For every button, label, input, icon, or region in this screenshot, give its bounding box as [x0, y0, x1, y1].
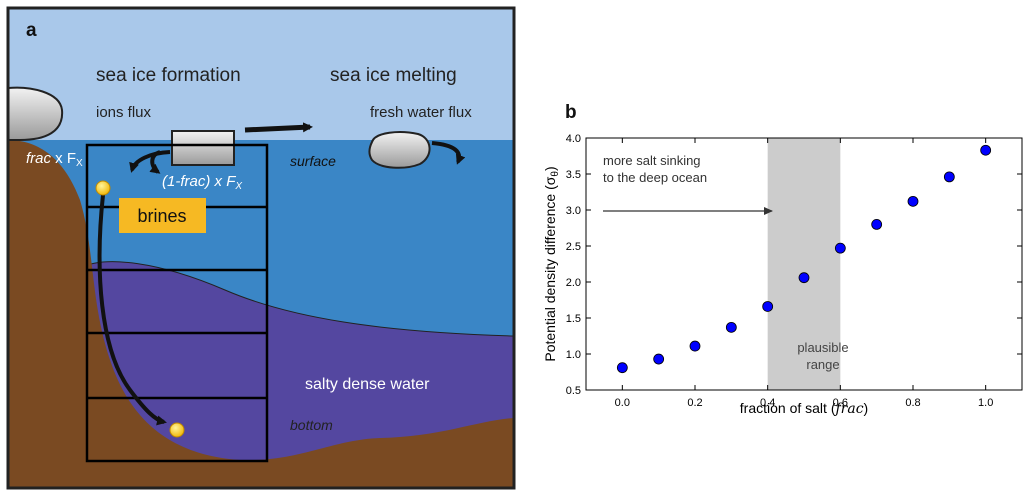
data-point	[980, 144, 992, 156]
x-tick-label: 1.0	[978, 397, 993, 409]
plausible-range-band	[767, 138, 841, 390]
x-tick-label: 0.6	[833, 397, 848, 409]
one-minus-frac-flux-label: (1-frac) x FX	[162, 173, 242, 192]
range-label-line1: plausible	[797, 340, 848, 355]
x-tick-label: 0.4	[760, 397, 775, 409]
bottom-label: bottom	[290, 417, 333, 433]
data-point	[725, 321, 737, 333]
panel-a-label: a	[26, 20, 37, 41]
salty-dense-water-label: salty dense water	[305, 376, 430, 393]
panel-b: b 0.0 0.2 0.4 0.6 0.8 1.0 0.5 1.0 1.5 2.0 2.5 3.0 3.…	[542, 102, 1023, 417]
data-point	[943, 171, 955, 183]
fresh-water-flux-label: fresh water flux	[370, 104, 472, 121]
panel-a: brines a sea ice formation sea ice melti…	[8, 8, 514, 488]
data-point	[834, 242, 846, 254]
data-point	[798, 272, 810, 284]
ions-flux-label: ions flux	[96, 104, 152, 121]
range-label-line2: range	[806, 357, 839, 372]
data-point	[871, 218, 883, 230]
data-point	[653, 353, 665, 365]
panel-a-border	[6, 6, 516, 490]
sea-ice-melting-label: sea ice melting	[330, 65, 457, 86]
brines-box	[119, 198, 206, 233]
x-axis-label: fraction of salt (frac)	[740, 400, 868, 417]
data-point	[689, 340, 701, 352]
x-tick-label: 0.0	[615, 397, 630, 409]
y-tick-label: 2.0	[566, 277, 581, 289]
brine-release-arrow	[129, 150, 171, 173]
frac-flux-label: frac x FX	[26, 150, 83, 169]
y-tick-label: 0.5	[566, 385, 581, 397]
dense-water	[79, 261, 514, 488]
data-point	[762, 301, 774, 312]
y-tick-label: 4.0	[566, 133, 581, 145]
ice-floe-center-icon	[171, 130, 235, 166]
annotation-line1: more salt sinking	[603, 153, 701, 168]
brine-dot-top	[95, 180, 111, 196]
ice-floe-left-icon	[8, 86, 64, 141]
sea-ice-formation-label: sea ice formation	[96, 65, 241, 86]
x-tick-label: 0.2	[687, 397, 702, 409]
seafloor	[8, 140, 514, 488]
y-tick-label: 1.0	[566, 349, 581, 361]
plot-frame	[585, 137, 1023, 391]
y-tick-label: 3.0	[566, 205, 581, 217]
ice-floe-right-icon	[368, 131, 431, 169]
data-point	[907, 195, 919, 207]
y-axis-label: Potential density difference (σθ)	[542, 166, 561, 361]
brine-dot-bottom	[169, 422, 185, 438]
data-point	[616, 362, 628, 374]
salt-flux-arrow	[149, 150, 161, 174]
x-tick-label: 0.8	[905, 397, 920, 409]
y-tick-label: 1.5	[566, 313, 581, 325]
y-tick-label: 2.5	[566, 241, 581, 253]
y-tick-label: 3.5	[566, 169, 581, 181]
melt-arrow	[431, 141, 466, 165]
panel-b-label: b	[565, 102, 577, 123]
surface-label: surface	[290, 153, 336, 169]
density-chart: 0.0 0.2 0.4 0.6 0.8 1.0 0.5 1.0 1.5 2.0 2.5 3.0 3.5 4…	[542, 133, 1023, 417]
sinking-arrow	[97, 194, 167, 426]
brines-label: brines	[137, 206, 186, 226]
drift-arrow	[244, 122, 313, 133]
annotation-line2: to the deep ocean	[603, 170, 707, 185]
